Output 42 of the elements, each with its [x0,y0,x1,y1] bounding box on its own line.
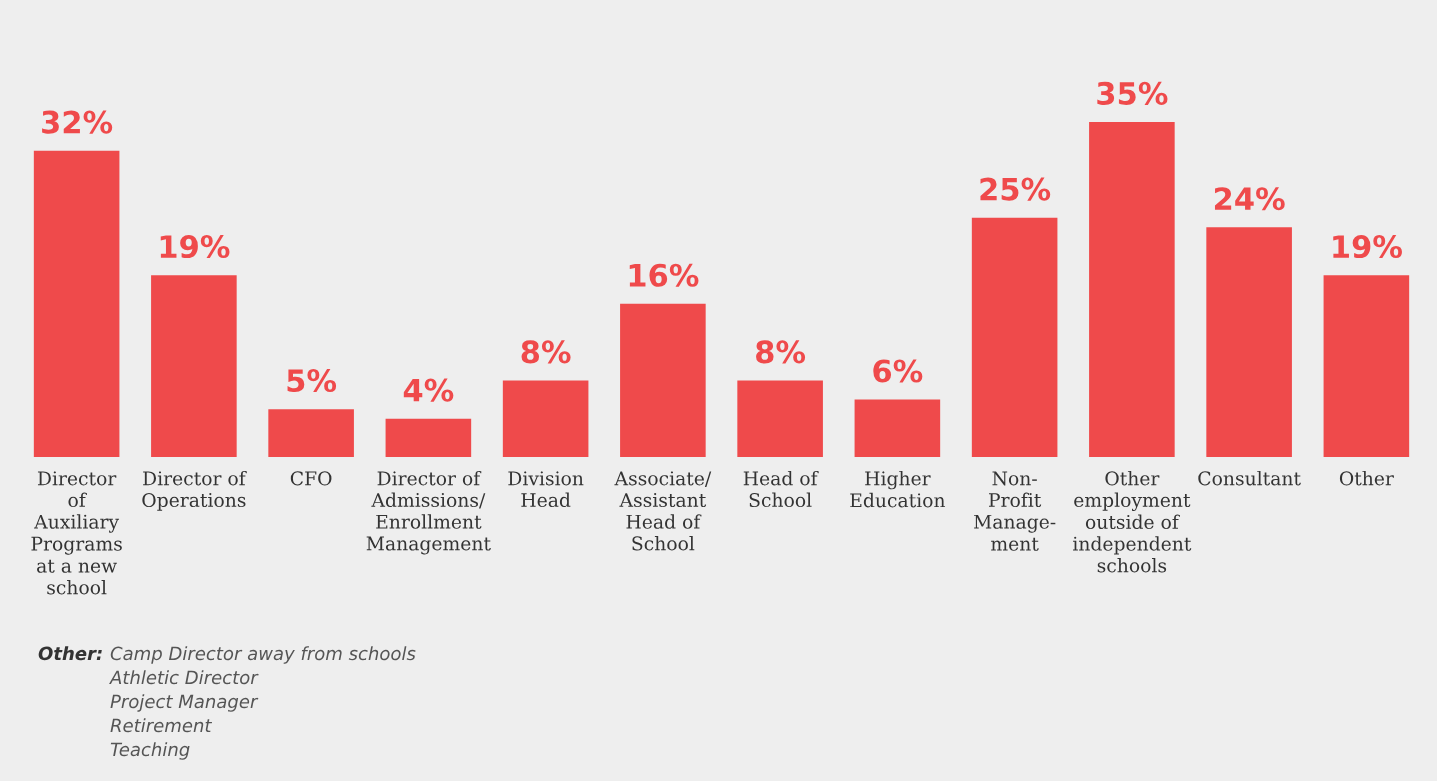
x-tick-label: Other [1339,470,1394,486]
bar [385,418,472,457]
data-label: 35% [1097,81,1168,105]
x-tick-label: Director of Admissions/ Enrollment Management [366,470,491,555]
bar [737,380,823,457]
bar [620,303,706,457]
data-label: 6% [873,359,923,383]
data-label: 19% [160,235,230,259]
text: Camp Director away from schools [110,646,416,664]
x-tick-label: Higher Education [850,470,946,508]
x-tick-label: Non- Profit Manage- ment [974,471,1056,551]
text: Teaching [110,742,190,760]
data-label: 32% [42,110,113,134]
data-label: 8% [521,340,571,364]
x-tick-label: Other employment outside of independent schools [1073,470,1192,573]
data-label: 16% [629,263,699,287]
x-tick-label: Director of Operations [142,470,247,511]
bar [854,399,941,457]
data-label: 5% [287,369,337,393]
x-tick-label: CFO [290,471,332,486]
bar [33,150,120,457]
bar [1206,227,1292,457]
x-tick-label: Associate/ Assistant Head of School [614,471,712,551]
x-tick-label: Consultant [1198,470,1301,486]
x-tick-label: Head of School [743,470,819,508]
text: Project Manager [110,694,259,712]
data-label: 4% [403,378,454,402]
bar [502,380,589,457]
data-label: 8% [756,340,806,364]
x-tick-label: Division Head [508,471,584,508]
text: Athletic Director [109,670,259,685]
data-label: 19% [1333,235,1402,259]
text: Retirement [110,718,213,733]
text: Other: [38,646,102,661]
bar [1323,275,1410,457]
bar [1089,122,1175,457]
bar [151,275,237,457]
data-label: 24% [1214,187,1285,211]
bar [268,409,354,457]
bar [971,217,1058,457]
data-label: 25% [980,177,1051,201]
x-tick-label: Director of Auxiliary Programs at a new school [31,471,122,595]
